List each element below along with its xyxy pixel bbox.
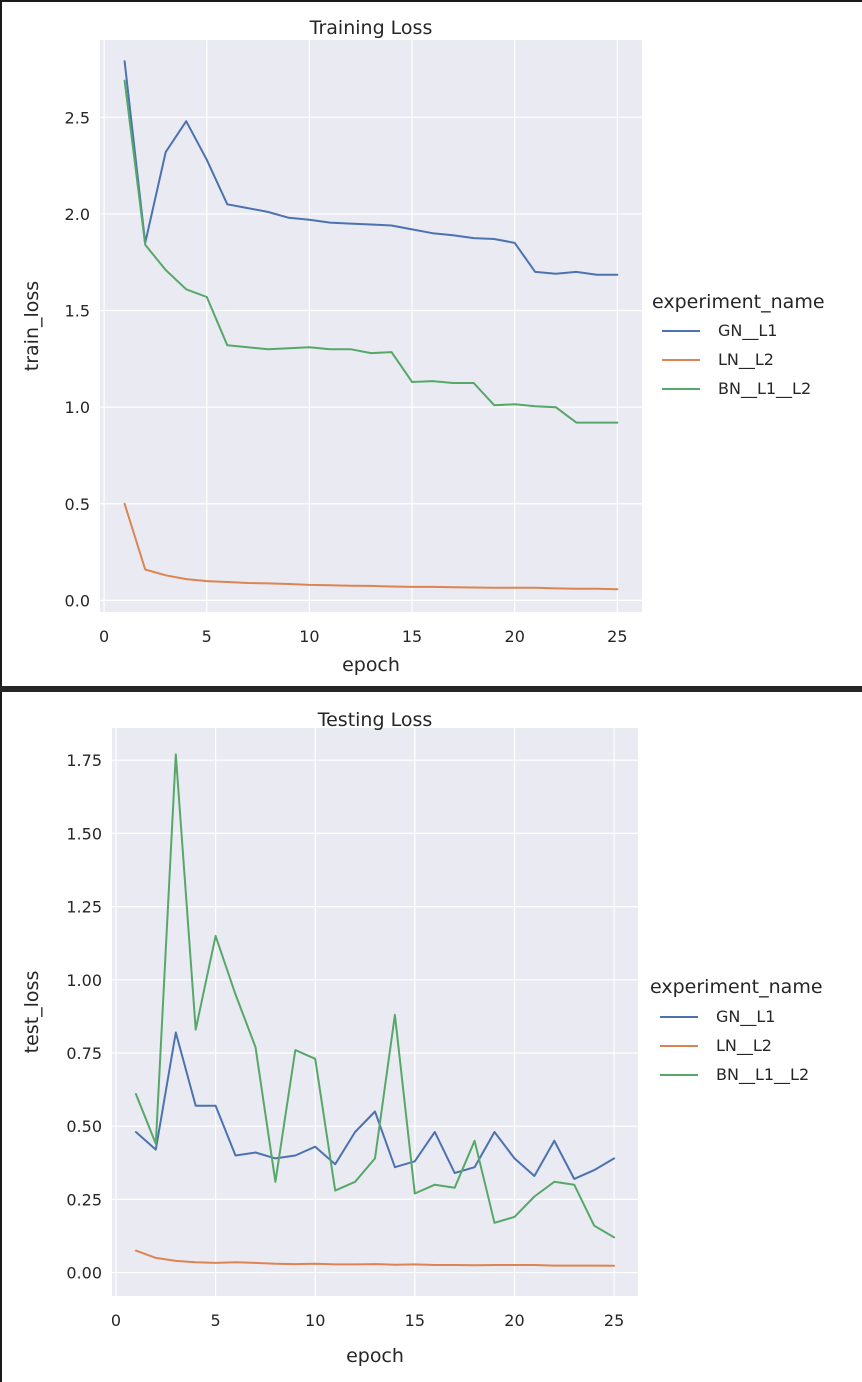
chart-title: Testing Loss (317, 709, 433, 731)
y-tick-label: 1.50 (66, 824, 102, 843)
x-tick-label: 25 (604, 1311, 624, 1330)
y-tick-label: 1.75 (66, 751, 102, 770)
y-tick-label: 0.75 (66, 1044, 102, 1063)
x-tick-label: 0 (99, 627, 109, 646)
legend-title: experiment_name (650, 976, 823, 998)
y-tick-label: 0.00 (66, 1264, 102, 1283)
y-tick-label: 1.5 (65, 302, 90, 321)
legend-entry: BN__L1__L2 (716, 1065, 809, 1085)
x-tick-label: 20 (504, 1311, 524, 1330)
legend-entry: BN__L1__L2 (718, 379, 811, 399)
y-tick-label: 0.25 (66, 1190, 102, 1209)
testing-loss-panel: 0 5 10 15 20 25 0.00 0.25 0.50 0.75 1.00 1.25 1.50 1.… (0, 692, 862, 1382)
series-line-ln-l2 (123, 502, 619, 591)
chart-title: Training Loss (309, 17, 433, 39)
legend-title: experiment_name (652, 291, 825, 313)
plot-area (112, 728, 638, 1296)
legend-entry: GN__L1 (716, 1007, 775, 1027)
x-tick-label: 0 (111, 1311, 121, 1330)
x-tick-label: 5 (202, 627, 212, 646)
y-tick-label: 1.25 (66, 898, 102, 917)
legend-entry: LN__L2 (716, 1036, 772, 1056)
series-line-bn-l1-l2 (123, 79, 619, 424)
x-tick-label: 5 (211, 1311, 221, 1330)
training-loss-panel: 0 5 10 15 20 25 0.0 0.5 1.0 1.5 2.0 2.5 Training Los… (0, 0, 862, 686)
series-line-ln-l2 (134, 1249, 616, 1267)
y-tick-label: 1.00 (66, 971, 102, 990)
y-tick-label: 1.0 (65, 398, 90, 417)
y-tick-label: 2.0 (65, 205, 90, 224)
x-tick-label: 15 (405, 1311, 425, 1330)
x-tick-label: 20 (505, 627, 525, 646)
y-axis-label: test_loss (21, 971, 43, 1054)
plot-area (100, 40, 642, 612)
y-tick-label: 0.5 (65, 495, 90, 514)
testing-loss-chart: 0 5 10 15 20 25 0.00 0.25 0.50 0.75 1.00 1.25 1.50 1.… (21, 709, 823, 1367)
y-axis-label: train_loss (21, 281, 43, 371)
training-loss-chart: 0 5 10 15 20 25 0.0 0.5 1.0 1.5 2.0 2.5 Training Los… (21, 17, 825, 676)
series-line-gn-l1 (134, 1031, 616, 1180)
x-axis-label: epoch (342, 654, 400, 676)
x-tick-label: 15 (402, 627, 422, 646)
x-tick-label: 25 (607, 627, 627, 646)
x-axis-label: epoch (346, 1345, 404, 1367)
legend-entry: GN__L1 (718, 321, 777, 341)
series-line-gn-l1 (123, 60, 619, 276)
x-tick-label: 10 (299, 627, 319, 646)
series-line-bn-l1-l2 (134, 753, 616, 1239)
legend-entry: LN__L2 (718, 350, 774, 370)
y-tick-label: 0.50 (66, 1117, 102, 1136)
y-tick-label: 2.5 (65, 108, 90, 127)
y-tick-label: 0.0 (65, 591, 90, 610)
x-tick-label: 10 (305, 1311, 325, 1330)
